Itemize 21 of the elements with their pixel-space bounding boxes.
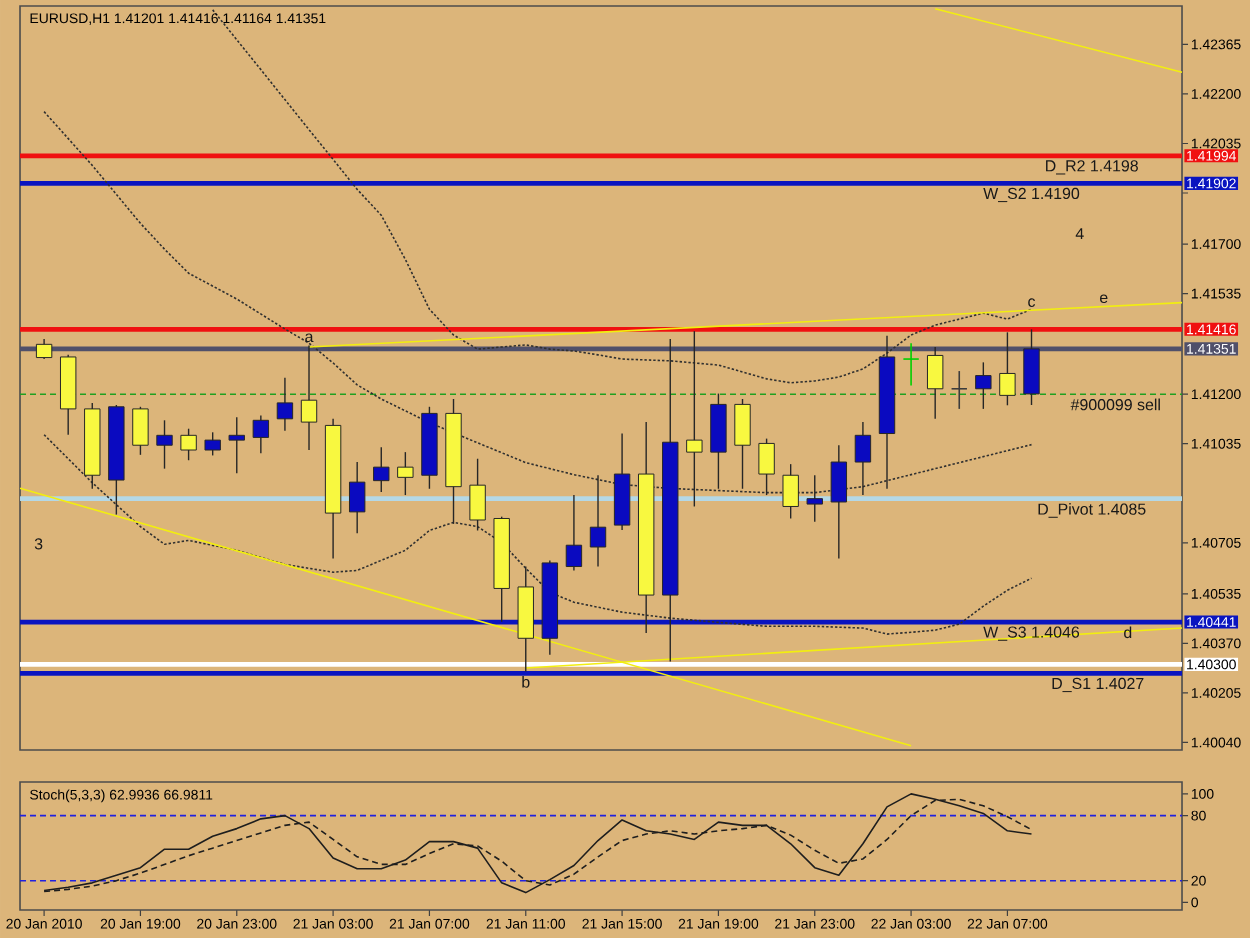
candlestick xyxy=(1023,328,1040,406)
candlestick xyxy=(204,431,221,457)
candlestick xyxy=(469,458,486,532)
candlestick xyxy=(373,446,390,493)
candlestick xyxy=(950,370,968,410)
candlestick xyxy=(276,376,294,432)
candlestick xyxy=(975,361,992,410)
candlestick xyxy=(228,416,245,474)
candlestick xyxy=(999,331,1016,406)
candlestick xyxy=(902,342,920,387)
candlestick xyxy=(300,344,318,451)
candlestick xyxy=(397,451,414,496)
candlestick xyxy=(348,461,366,534)
candlestick xyxy=(35,338,53,360)
candlestick xyxy=(252,414,270,455)
candlestick xyxy=(926,346,944,420)
candlestick xyxy=(734,398,751,490)
candlestick xyxy=(180,428,197,461)
candlestick xyxy=(156,419,173,470)
candlestick xyxy=(132,406,149,456)
candlestick xyxy=(565,494,583,572)
